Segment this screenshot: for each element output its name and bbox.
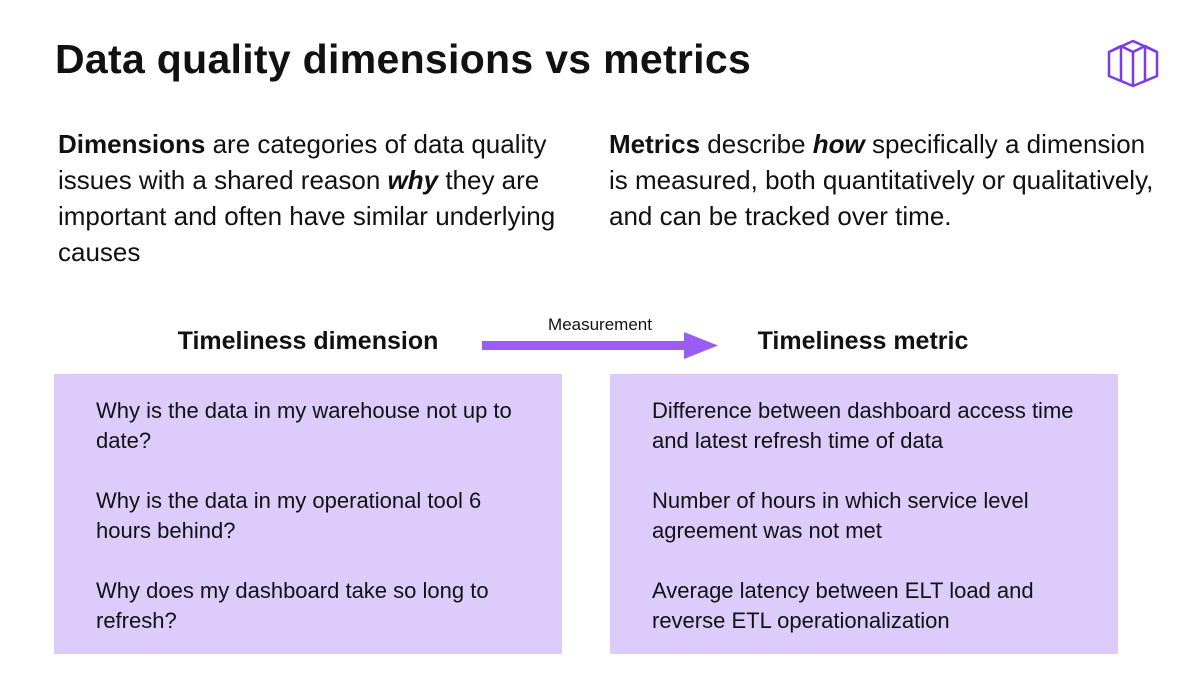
slide-title: Data quality dimensions vs metrics (55, 36, 752, 82)
term: Metrics (609, 129, 701, 159)
text: are categories of data quality issues wi… (58, 129, 547, 195)
text: they are important and often have simila… (58, 165, 556, 267)
dimension-box: Why is the data in my warehouse not up t… (54, 374, 562, 654)
metrics-definition: Metrics describe how specifically a dime… (609, 126, 1169, 234)
list-item: Average latency between ELT load and rev… (652, 578, 1034, 633)
arrow-label: Measurement (548, 315, 652, 334)
text: describe (700, 129, 813, 159)
list-item: Difference between dashboard access time… (652, 398, 1074, 453)
term: Dimensions (58, 129, 206, 159)
emphasis: why (387, 165, 439, 195)
right-heading: Timeliness metric (757, 327, 969, 355)
list-item: Why is the data in my warehouse not up t… (96, 398, 512, 453)
text: specifically a dimension is measured, bo… (609, 129, 1154, 231)
list-item: Why does my dashboard take so long to re… (96, 578, 489, 633)
list-item: Number of hours in which service level a… (652, 488, 1029, 543)
left-heading: Timeliness dimension (177, 327, 439, 355)
dimensions-definition: Dimensions are categories of data qualit… (58, 126, 558, 270)
emphasis: how (812, 129, 865, 159)
arrow (482, 332, 718, 359)
metric-box: Difference between dashboard access time… (610, 374, 1118, 654)
logo (1107, 39, 1159, 88)
list-item: Why is the data in my operational tool 6… (96, 488, 482, 543)
